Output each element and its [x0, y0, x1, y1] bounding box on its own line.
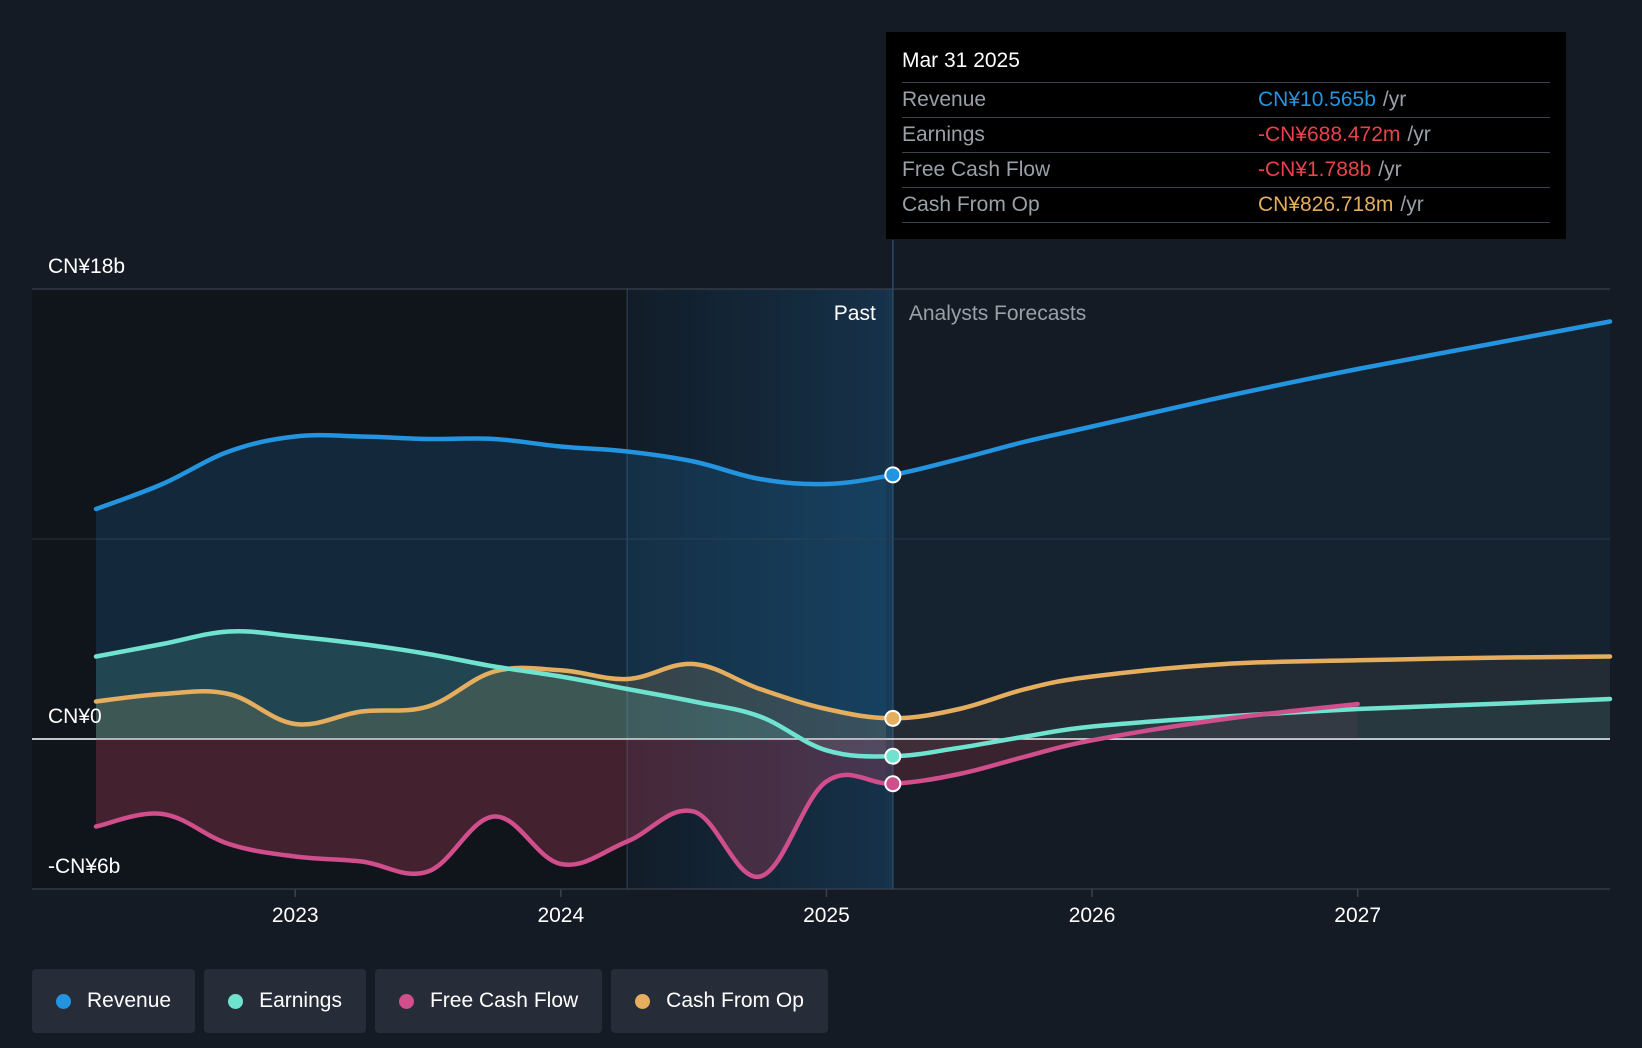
x-tick-2027: 2027 [1334, 904, 1381, 927]
tooltip-label: Revenue [902, 88, 987, 111]
tooltip-value: -CN¥1.788b [1258, 158, 1372, 181]
x-tick-2025: 2025 [803, 904, 850, 927]
tooltip-row-revenue: Revenue CN¥10.565b /yr [902, 83, 1550, 118]
revenue-marker [884, 466, 902, 484]
cash-from-op-line [93, 654, 1613, 727]
tooltip-unit: /yr [1382, 88, 1407, 111]
cash-from-op-area-forecast [886, 656, 1610, 739]
legend-dot-icon [56, 993, 71, 1009]
tooltip-value: CN¥10.565b [1258, 88, 1376, 111]
legend-label: Earnings [259, 989, 342, 1012]
legend-item-revenue[interactable]: Revenue [32, 969, 196, 1033]
tooltip-date: Mar 31 2025 [902, 46, 1550, 83]
negative-area-tint [96, 739, 1358, 877]
tooltip-value: CN¥826.718m [1258, 193, 1394, 216]
legend-label: Free Cash Flow [429, 989, 579, 1012]
earnings-marker [884, 747, 902, 765]
y-label-zero: CN¥0 [48, 705, 102, 728]
forecast-label: Analysts Forecasts [909, 302, 1086, 325]
tooltip-unit: /yr [1407, 123, 1431, 146]
legend-item-earnings[interactable]: Earnings [204, 969, 366, 1033]
legend-label: Revenue [87, 989, 172, 1012]
cash-from-op-marker [884, 709, 902, 727]
tooltip-value: -CN¥688.472m [1258, 123, 1401, 146]
tooltip-label: Cash From Op [902, 193, 1040, 216]
free-cash-flow-line [93, 701, 1360, 879]
legend-dot-icon [228, 993, 244, 1009]
tooltip-row-earnings: Earnings -CN¥688.472m /yr [902, 118, 1550, 153]
legend-dot-icon [398, 993, 414, 1009]
free-cash-flow-marker [884, 775, 902, 793]
tooltip: Mar 31 2025 Revenue CN¥10.565b /yr Earni… [886, 32, 1566, 239]
free-cash-flow-area-past [96, 739, 886, 877]
y-label-top: CN¥18b [48, 255, 125, 278]
earnings-area-forecast [886, 699, 1610, 757]
revenue-area-forecast [886, 321, 1610, 739]
x-tick-2023: 2023 [272, 904, 319, 927]
tooltip-row-free-cash-flow: Free Cash Flow -CN¥1.788b /yr [902, 153, 1550, 188]
free-cash-flow-area-forecast [886, 704, 1358, 784]
legend: Revenue Earnings Free Cash Flow Cash Fro… [32, 969, 828, 1033]
tooltip-label: Earnings [902, 123, 985, 146]
revenue-line [93, 319, 1613, 512]
x-tick-2024: 2024 [537, 904, 584, 927]
legend-item-cash-from-op[interactable]: Cash From Op [611, 969, 828, 1033]
tooltip-unit: /yr [1378, 158, 1402, 181]
tooltip-label: Free Cash Flow [902, 158, 1051, 181]
cash-from-op-area-past [96, 663, 886, 739]
x-tick-2026: 2026 [1069, 904, 1116, 927]
past-label: Past [834, 302, 876, 325]
tooltip-row-cash-from-op: Cash From Op CN¥826.718m /yr [902, 188, 1550, 223]
legend-item-free-cash-flow[interactable]: Free Cash Flow [374, 969, 603, 1033]
legend-label: Cash From Op [666, 989, 804, 1012]
forecast-shade-region [627, 289, 893, 889]
legend-dot-icon [635, 993, 651, 1009]
y-label-bottom: -CN¥6b [48, 855, 120, 878]
tooltip-unit: /yr [1400, 193, 1424, 216]
